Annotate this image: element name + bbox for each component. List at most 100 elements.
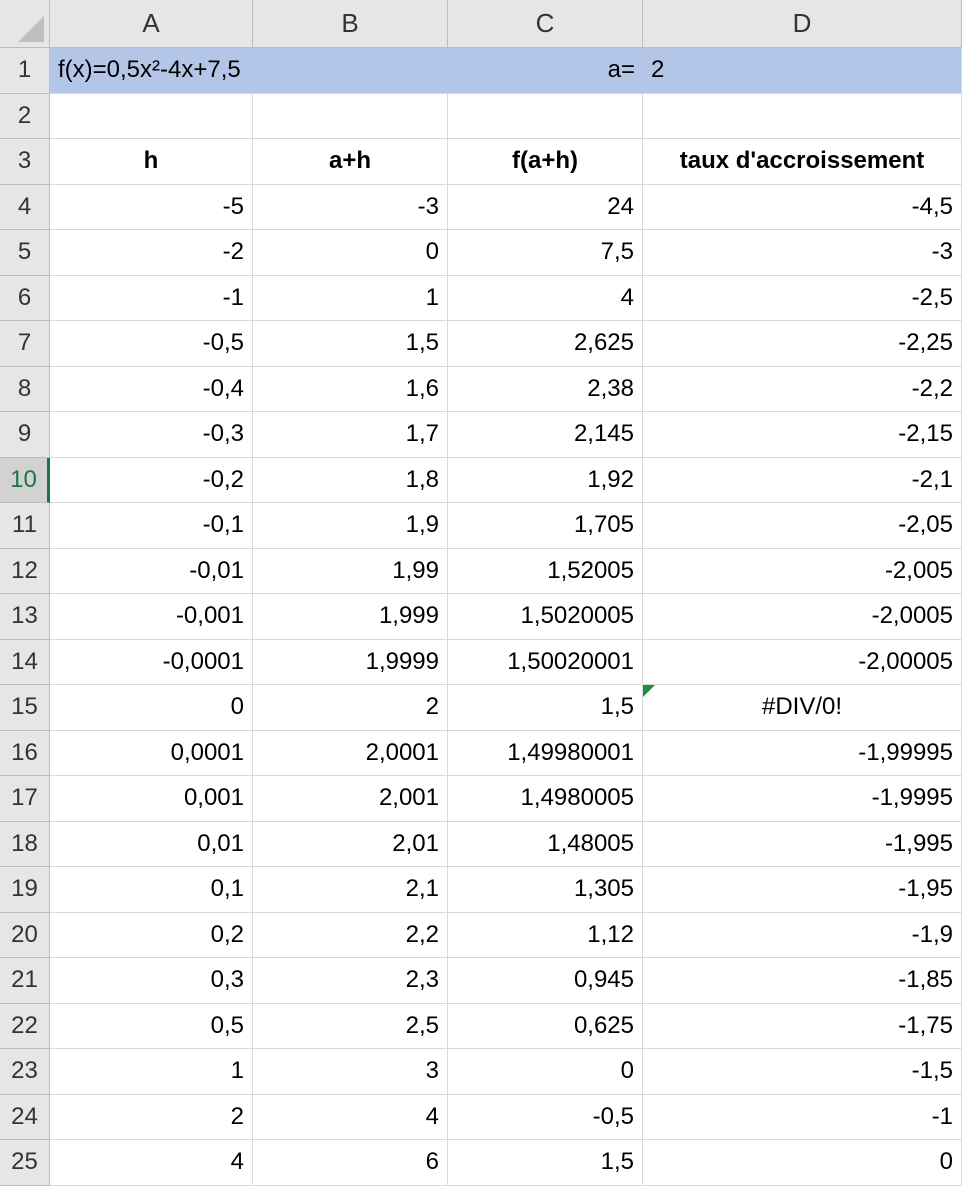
data-cell-fah[interactable]: 2,38 (448, 366, 643, 412)
column-header-d[interactable]: D (643, 0, 962, 48)
data-cell-taux[interactable]: -2,0005 (643, 594, 962, 640)
data-cell-h[interactable]: 0,1 (50, 867, 253, 913)
data-cell-fah[interactable]: -0,5 (448, 1094, 643, 1140)
data-cell-fah[interactable]: 1,50020001 (448, 639, 643, 685)
data-cell-fah[interactable]: 1,48005 (448, 821, 643, 867)
data-cell-ah[interactable]: 2,01 (253, 821, 448, 867)
empty-cell[interactable] (448, 93, 643, 139)
data-cell-h[interactable]: -0,3 (50, 412, 253, 458)
row-header-7[interactable]: 7 (0, 321, 50, 367)
data-cell-taux[interactable]: -2,05 (643, 503, 962, 549)
data-cell-ah[interactable]: 2 (253, 685, 448, 731)
data-cell-taux[interactable]: -2,00005 (643, 639, 962, 685)
a-value-cell[interactable]: 2 (643, 48, 962, 94)
data-cell-ah[interactable]: 3 (253, 1049, 448, 1095)
data-cell-h[interactable]: -0,0001 (50, 639, 253, 685)
row-header-20[interactable]: 20 (0, 912, 50, 958)
data-cell-taux[interactable]: -2,25 (643, 321, 962, 367)
row-header-5[interactable]: 5 (0, 230, 50, 276)
data-cell-ah[interactable]: 1 (253, 275, 448, 321)
data-cell-fah[interactable]: 0,945 (448, 958, 643, 1004)
data-cell-ah[interactable]: 0 (253, 230, 448, 276)
data-cell-ah[interactable]: 1,9999 (253, 639, 448, 685)
data-cell-taux[interactable]: -1,9995 (643, 776, 962, 822)
data-cell-taux[interactable]: -1 (643, 1094, 962, 1140)
data-cell-ah[interactable]: 2,5 (253, 1003, 448, 1049)
data-cell-ah[interactable]: 1,5 (253, 321, 448, 367)
column-header-c[interactable]: C (448, 0, 643, 48)
data-cell-fah[interactable]: 1,4980005 (448, 776, 643, 822)
data-cell-ah[interactable]: 1,8 (253, 457, 448, 503)
data-cell-h[interactable]: 0,0001 (50, 730, 253, 776)
row-header-6[interactable]: 6 (0, 275, 50, 321)
data-cell-taux[interactable]: -1,9 (643, 912, 962, 958)
data-cell-fah[interactable]: 1,49980001 (448, 730, 643, 776)
data-cell-taux[interactable]: -1,75 (643, 1003, 962, 1049)
data-cell-taux[interactable]: -2,2 (643, 366, 962, 412)
data-cell-taux[interactable]: -1,5 (643, 1049, 962, 1095)
data-cell-ah[interactable]: 6 (253, 1140, 448, 1186)
row-header-11[interactable]: 11 (0, 503, 50, 549)
data-cell-h[interactable]: 4 (50, 1140, 253, 1186)
row-header-18[interactable]: 18 (0, 821, 50, 867)
row-header-4[interactable]: 4 (0, 184, 50, 230)
data-cell-fah[interactable]: 24 (448, 184, 643, 230)
row-header-9[interactable]: 9 (0, 412, 50, 458)
error-indicator-icon[interactable] (643, 685, 655, 697)
data-cell-h[interactable]: -0,5 (50, 321, 253, 367)
data-cell-fah[interactable]: 1,305 (448, 867, 643, 913)
data-cell-ah[interactable]: 1,6 (253, 366, 448, 412)
row-header-13[interactable]: 13 (0, 594, 50, 640)
data-cell-fah[interactable]: 1,52005 (448, 548, 643, 594)
data-cell-fah[interactable]: 1,5 (448, 685, 643, 731)
data-cell-h[interactable]: -1 (50, 275, 253, 321)
data-cell-ah[interactable]: 2,2 (253, 912, 448, 958)
row-header-3[interactable]: 3 (0, 139, 50, 185)
data-cell-taux[interactable]: -2,1 (643, 457, 962, 503)
column-header-b[interactable]: B (253, 0, 448, 48)
data-cell-taux[interactable]: -2,5 (643, 275, 962, 321)
data-cell-ah[interactable]: 2,001 (253, 776, 448, 822)
data-cell-fah[interactable]: 1,5 (448, 1140, 643, 1186)
data-cell-taux[interactable]: 0 (643, 1140, 962, 1186)
row-header-10[interactable]: 10 (0, 457, 50, 503)
row-header-1[interactable]: 1 (0, 48, 50, 94)
data-cell-fah[interactable]: 1,92 (448, 457, 643, 503)
a-label-cell[interactable]: a= (448, 48, 643, 94)
data-cell-h[interactable]: 0,001 (50, 776, 253, 822)
data-cell-fah[interactable]: 2,625 (448, 321, 643, 367)
empty-cell[interactable] (643, 93, 962, 139)
data-cell-h[interactable]: -0,1 (50, 503, 253, 549)
row-header-12[interactable]: 12 (0, 548, 50, 594)
row-header-17[interactable]: 17 (0, 776, 50, 822)
empty-cell[interactable] (50, 93, 253, 139)
data-cell-h[interactable]: 0,2 (50, 912, 253, 958)
formula-cell[interactable]: f(x)=0,5x²-4x+7,5 (50, 48, 448, 94)
data-cell-fah[interactable]: 4 (448, 275, 643, 321)
data-cell-fah[interactable]: 1,705 (448, 503, 643, 549)
data-cell-h[interactable]: -0,2 (50, 457, 253, 503)
row-header-23[interactable]: 23 (0, 1049, 50, 1095)
data-cell-h[interactable]: 1 (50, 1049, 253, 1095)
data-cell-h[interactable]: -5 (50, 184, 253, 230)
data-cell-fah[interactable]: 2,145 (448, 412, 643, 458)
data-cell-h[interactable]: 0 (50, 685, 253, 731)
data-cell-h[interactable]: 0,01 (50, 821, 253, 867)
data-cell-ah[interactable]: 1,99 (253, 548, 448, 594)
row-header-15[interactable]: 15 (0, 685, 50, 731)
data-cell-h[interactable]: 0,5 (50, 1003, 253, 1049)
data-cell-ah[interactable]: 4 (253, 1094, 448, 1140)
column-header-a[interactable]: A (50, 0, 253, 48)
select-all-corner[interactable] (0, 0, 50, 48)
data-cell-ah[interactable]: -3 (253, 184, 448, 230)
data-cell-taux[interactable]: -3 (643, 230, 962, 276)
data-cell-h[interactable]: -2 (50, 230, 253, 276)
row-header-22[interactable]: 22 (0, 1003, 50, 1049)
data-cell-h[interactable]: 0,3 (50, 958, 253, 1004)
error-cell[interactable]: #DIV/0! (643, 685, 962, 731)
data-cell-ah[interactable]: 2,1 (253, 867, 448, 913)
data-cell-ah[interactable]: 2,3 (253, 958, 448, 1004)
data-cell-ah[interactable]: 1,7 (253, 412, 448, 458)
row-header-14[interactable]: 14 (0, 639, 50, 685)
data-cell-taux[interactable]: -1,85 (643, 958, 962, 1004)
